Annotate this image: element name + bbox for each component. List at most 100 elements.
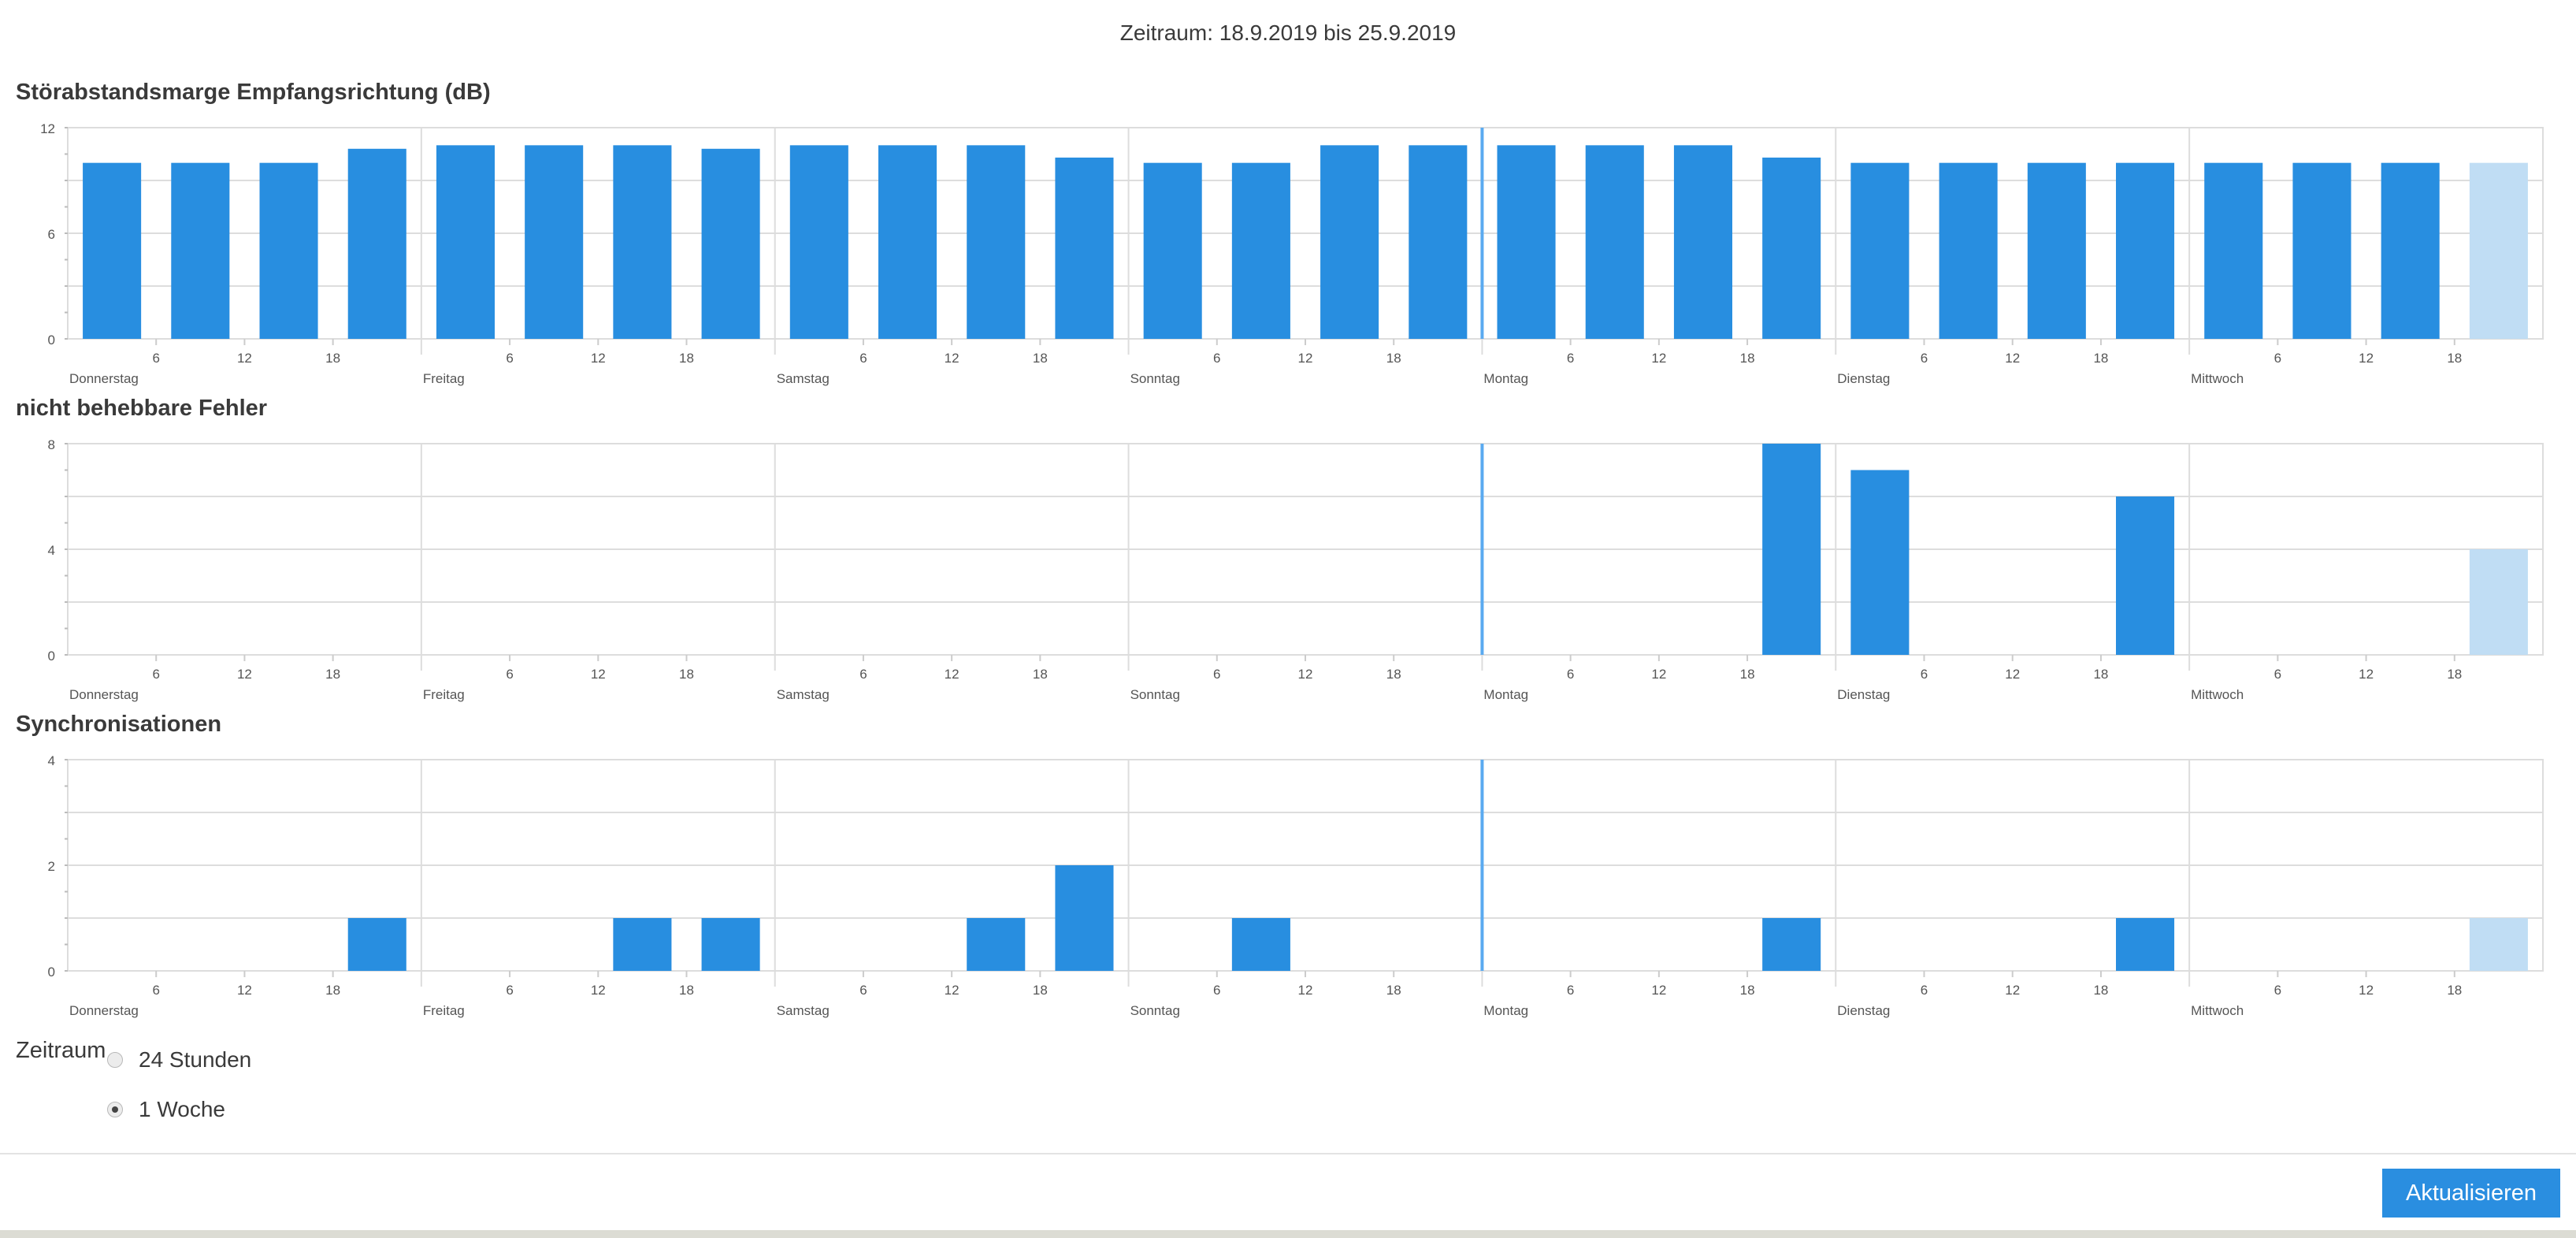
x-tick-label: 6 xyxy=(1213,983,1220,998)
x-tick-label: 6 xyxy=(1567,667,1574,682)
refresh-button[interactable]: Aktualisieren xyxy=(2382,1169,2560,1218)
x-tick-label: 18 xyxy=(325,351,340,366)
bar xyxy=(1762,157,1821,339)
day-label: Samstag xyxy=(777,687,830,702)
x-tick-label: 18 xyxy=(679,667,694,682)
y-tick-label: 12 xyxy=(40,121,55,136)
y-tick-label: 6 xyxy=(48,227,55,242)
bar xyxy=(967,918,1026,971)
y-tick-label: 0 xyxy=(48,649,55,664)
day-label: Montag xyxy=(1483,371,1528,386)
day-label: Mittwoch xyxy=(2191,687,2244,702)
x-tick-label: 6 xyxy=(152,667,159,682)
uncorrectable-errors-chart: 0 4 8 6 12 18 Donnerstag 6 12 18 Freitag 6 12 18 Samst… xyxy=(48,437,2544,702)
bar xyxy=(1143,162,1202,339)
bar xyxy=(436,145,495,339)
x-tick-label: 6 xyxy=(506,351,513,366)
bar xyxy=(2469,918,2528,971)
chart-title-uncorrectable-errors: nicht behebbare Fehler xyxy=(16,396,268,421)
bar xyxy=(1585,145,1644,339)
x-tick-label: 6 xyxy=(2274,667,2281,682)
bar xyxy=(1762,918,1821,971)
x-tick-label: 12 xyxy=(2005,667,2020,682)
x-tick-label: 12 xyxy=(2359,983,2374,998)
day-label: Mittwoch xyxy=(2191,371,2244,386)
bar xyxy=(2469,162,2528,339)
bar xyxy=(789,145,848,339)
bar xyxy=(878,145,937,339)
x-tick-label: 18 xyxy=(679,983,694,998)
x-tick-label: 6 xyxy=(1567,983,1574,998)
radio-button-24h[interactable] xyxy=(107,1052,123,1068)
x-tick-label: 6 xyxy=(1213,667,1220,682)
x-tick-label: 6 xyxy=(2274,351,2281,366)
bar xyxy=(1939,162,1998,339)
day-label: Donnerstag xyxy=(69,371,139,386)
day-label: Dienstag xyxy=(1837,371,1890,386)
x-tick-label: 12 xyxy=(1298,351,1313,366)
x-tick-label: 18 xyxy=(679,351,694,366)
x-tick-label: 18 xyxy=(1033,983,1048,998)
x-tick-label: 12 xyxy=(2359,351,2374,366)
x-tick-label: 12 xyxy=(945,667,960,682)
x-tick-label: 6 xyxy=(506,983,513,998)
bar xyxy=(1673,145,1732,339)
x-tick-label: 12 xyxy=(591,667,606,682)
y-tick-label: 4 xyxy=(48,753,55,768)
radio-label-24h: 24 Stunden xyxy=(139,1047,252,1072)
x-tick-label: 18 xyxy=(325,983,340,998)
x-tick-label: 18 xyxy=(2093,983,2108,998)
x-tick-label: 18 xyxy=(2093,351,2108,366)
x-tick-label: 6 xyxy=(859,351,867,366)
footer-divider xyxy=(0,1153,2576,1154)
x-tick-label: 6 xyxy=(2274,983,2281,998)
x-tick-label: 12 xyxy=(945,983,960,998)
y-tick-label: 0 xyxy=(48,333,55,348)
x-tick-label: 12 xyxy=(237,667,252,682)
day-label: Samstag xyxy=(777,1003,830,1018)
radio-button-1-week[interactable] xyxy=(107,1102,123,1117)
bar xyxy=(701,148,760,339)
day-label: Sonntag xyxy=(1130,371,1180,386)
y-tick-label: 2 xyxy=(48,859,55,874)
x-tick-label: 6 xyxy=(859,983,867,998)
bar xyxy=(259,162,318,339)
x-tick-label: 12 xyxy=(1651,351,1666,366)
bar xyxy=(613,145,672,339)
x-tick-label: 6 xyxy=(506,667,513,682)
x-tick-label: 12 xyxy=(1651,667,1666,682)
radio-option-1-week[interactable]: 1 Woche xyxy=(107,1097,225,1122)
x-tick-label: 18 xyxy=(2447,351,2462,366)
x-tick-label: 18 xyxy=(2447,667,2462,682)
x-tick-label: 18 xyxy=(2093,667,2108,682)
x-tick-label: 12 xyxy=(2359,667,2374,682)
x-tick-label: 6 xyxy=(1213,351,1220,366)
bar xyxy=(1320,145,1379,339)
x-tick-label: 18 xyxy=(325,667,340,682)
bar xyxy=(613,918,672,971)
x-tick-label: 6 xyxy=(152,983,159,998)
radio-option-24h[interactable]: 24 Stunden xyxy=(107,1047,251,1073)
day-label: Donnerstag xyxy=(69,687,139,702)
x-tick-label: 6 xyxy=(1921,983,1928,998)
bar xyxy=(1231,162,1290,339)
x-tick-label: 12 xyxy=(2005,983,2020,998)
day-label: Samstag xyxy=(777,371,830,386)
day-label: Sonntag xyxy=(1130,1003,1180,1018)
day-label: Mittwoch xyxy=(2191,1003,2244,1018)
x-tick-label: 18 xyxy=(1740,667,1755,682)
day-label: Freitag xyxy=(423,1003,465,1018)
x-tick-label: 6 xyxy=(859,667,867,682)
day-label: Donnerstag xyxy=(69,1003,139,1018)
y-tick-label: 4 xyxy=(48,543,55,558)
bar xyxy=(2116,496,2175,655)
x-tick-label: 12 xyxy=(1298,983,1313,998)
x-tick-label: 18 xyxy=(1033,667,1048,682)
x-tick-label: 6 xyxy=(1567,351,1574,366)
x-tick-label: 18 xyxy=(1386,667,1401,682)
x-tick-label: 18 xyxy=(1740,983,1755,998)
x-tick-label: 12 xyxy=(237,351,252,366)
radio-label-1-week: 1 Woche xyxy=(139,1097,225,1121)
x-tick-label: 12 xyxy=(591,983,606,998)
bar xyxy=(2116,162,2175,339)
